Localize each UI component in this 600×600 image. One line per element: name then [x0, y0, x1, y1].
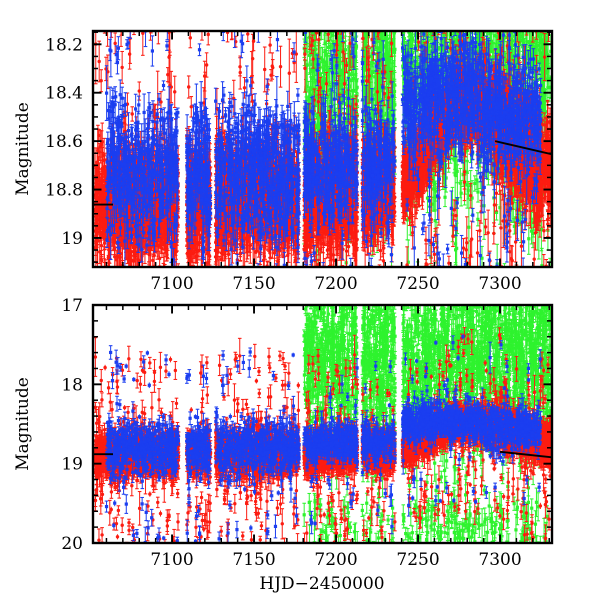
- upper-panel-y-axis-title: Magnitude: [13, 102, 33, 196]
- ytick-label: 18.8: [45, 181, 83, 201]
- ytick-label: 17: [61, 296, 83, 316]
- xtick-label: 7150: [232, 274, 275, 294]
- ytick-label: 18: [61, 375, 83, 395]
- lower-panel-y-axis-title: Magnitude: [13, 377, 33, 471]
- xtick-label: 7250: [396, 274, 439, 294]
- ytick-label: 18.2: [45, 35, 83, 55]
- xtick-label: 7300: [478, 274, 521, 294]
- xtick-label: 7200: [314, 274, 357, 294]
- ytick-label: 18.6: [45, 132, 83, 152]
- ytick-label: 19: [61, 455, 83, 475]
- ytick-label: 18.4: [45, 84, 83, 104]
- xtick-label: 7150: [232, 550, 275, 570]
- ytick-label: 19: [61, 229, 83, 249]
- xtick-label: 7100: [150, 550, 193, 570]
- lower-panel-x-axis-title: HJD−2450000: [259, 574, 384, 594]
- ytick-label: 20: [61, 534, 83, 554]
- xtick-label: 7100: [150, 274, 193, 294]
- xtick-label: 7250: [396, 550, 439, 570]
- xtick-label: 7200: [314, 550, 357, 570]
- xtick-label: 7300: [478, 550, 521, 570]
